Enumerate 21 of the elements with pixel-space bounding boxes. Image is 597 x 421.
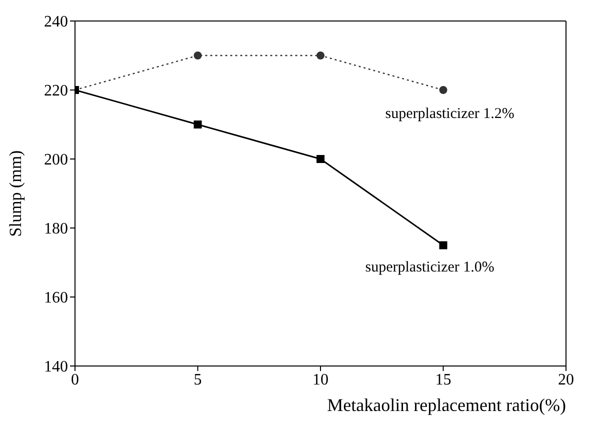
- y-tick-label: 140: [44, 358, 68, 376]
- y-tick-label: 240: [44, 14, 68, 31]
- x-tick-label: 20: [558, 371, 574, 388]
- x-tick-label: 15: [435, 371, 452, 388]
- y-tick-label: 200: [44, 152, 68, 169]
- point: [316, 155, 324, 163]
- series-label: superplasticizer 1.0%: [365, 259, 494, 276]
- y-axis-title: Slump (mm): [6, 150, 26, 237]
- x-axis-title: Metakaolin replacement ratio(%): [327, 395, 566, 415]
- point: [439, 241, 448, 250]
- point: [194, 52, 202, 60]
- x-tick-label: 0: [71, 371, 79, 388]
- series-label: superplasticizer 1.2%: [385, 106, 514, 122]
- y-tick-label: 160: [44, 290, 68, 307]
- y-tick-label: 180: [44, 220, 68, 238]
- y-tick-label: 220: [44, 82, 68, 100]
- point: [194, 120, 202, 128]
- point: [439, 86, 448, 94]
- x-tick-label: 10: [312, 371, 328, 388]
- point: [316, 52, 324, 60]
- x-tick-label: 5: [194, 371, 202, 388]
